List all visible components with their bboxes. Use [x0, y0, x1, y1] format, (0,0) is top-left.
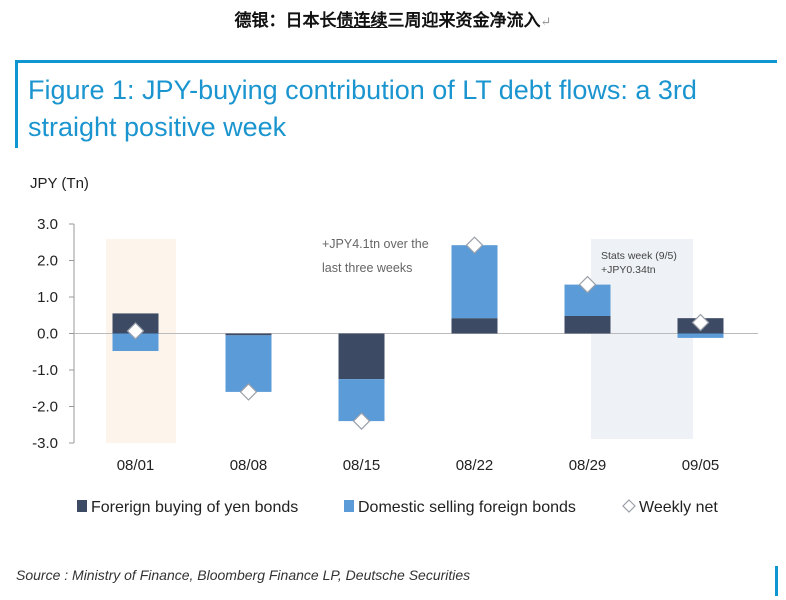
- legend-swatch-domestic: [344, 500, 354, 512]
- accent-border-right: [775, 566, 778, 596]
- weekly-net-marker: [691, 313, 710, 332]
- annotation-three-weeks: last three weeks: [322, 261, 412, 275]
- y-tick-label: -3.0: [32, 435, 58, 452]
- heading-text-post: 三周迎来资金净流入: [387, 11, 541, 31]
- heading-text-underlined: 债连续: [336, 11, 388, 31]
- axis-layer: [69, 223, 758, 444]
- heading-text-pre: 德银：日本长: [234, 11, 337, 31]
- annotation-stats-week: Stats week (9/5): [601, 250, 677, 262]
- bar-foreign-buying: [225, 333, 272, 336]
- highlight-band-0905: [591, 239, 693, 439]
- y-tick-label: -1.0: [32, 362, 58, 379]
- bar-layer: [112, 245, 724, 422]
- chart: JPY (Tn) 3.0 2.0 1.0 0.0 -1.0 -2.0 -3.0 08/01 08/…: [30, 175, 758, 516]
- x-tick-label: 08/08: [230, 457, 268, 474]
- legend-swatch-weekly-net: [622, 499, 636, 513]
- bar-foreign-buying: [564, 315, 611, 334]
- legend: Forerign buying of yen bonds Domestic sel…: [77, 499, 718, 516]
- legend-swatch-foreign: [77, 500, 87, 512]
- y-tick-label: 0.0: [37, 326, 58, 343]
- y-tick-label: 3.0: [37, 216, 58, 233]
- label-layer: JPY (Tn) 3.0 2.0 1.0 0.0 -1.0 -2.0 -3.0 08/01 08/…: [30, 175, 719, 474]
- weekly-net-marker: [239, 383, 258, 401]
- x-tick-label: 08/15: [343, 457, 381, 474]
- y-axis-label: JPY (Tn): [30, 175, 89, 192]
- x-tick-label: 08/29: [569, 457, 607, 474]
- legend-label-weekly-net: Weekly net: [639, 499, 718, 516]
- bar-domestic-selling: [225, 335, 272, 392]
- x-tick-label: 08/22: [456, 457, 494, 474]
- x-tick-label: 08/01: [117, 457, 155, 474]
- y-tick-label: 2.0: [37, 253, 58, 270]
- legend-label-domestic: Domestic selling foreign bonds: [358, 499, 576, 516]
- weekly-net-marker: [126, 322, 145, 340]
- paragraph-mark: ↵: [540, 15, 552, 30]
- weekly-net-marker: [578, 275, 597, 294]
- source-note: Source : Ministry of Finance, Bloomberg …: [16, 567, 471, 583]
- bar-domestic-selling: [451, 245, 498, 319]
- bar-domestic-selling: [112, 333, 159, 352]
- figure-title: Figure 1: JPY-buying contribution of LT …: [28, 75, 697, 142]
- legend-label-foreign: Forerign buying of yen bonds: [91, 499, 298, 516]
- y-tick-label: 1.0: [37, 289, 58, 306]
- bar-foreign-buying: [338, 333, 385, 380]
- y-tick-label: -2.0: [32, 399, 58, 416]
- annotation-stats-week: +JPY0.34tn: [601, 264, 656, 276]
- x-tick-label: 09/05: [682, 457, 720, 474]
- accent-border-top: [15, 60, 777, 63]
- annotation-three-weeks: +JPY4.1tn over the: [322, 237, 429, 251]
- weekly-net-marker: [352, 412, 371, 430]
- bar-foreign-buying: [451, 318, 498, 334]
- document-heading: 德银：日本长债连续三周迎来资金净流入↵: [0, 6, 786, 31]
- weekly-net-marker: [465, 236, 484, 255]
- accent-border-left: [15, 60, 18, 148]
- bar-domestic-selling: [677, 333, 724, 338]
- weekly-net-layer: [126, 236, 710, 430]
